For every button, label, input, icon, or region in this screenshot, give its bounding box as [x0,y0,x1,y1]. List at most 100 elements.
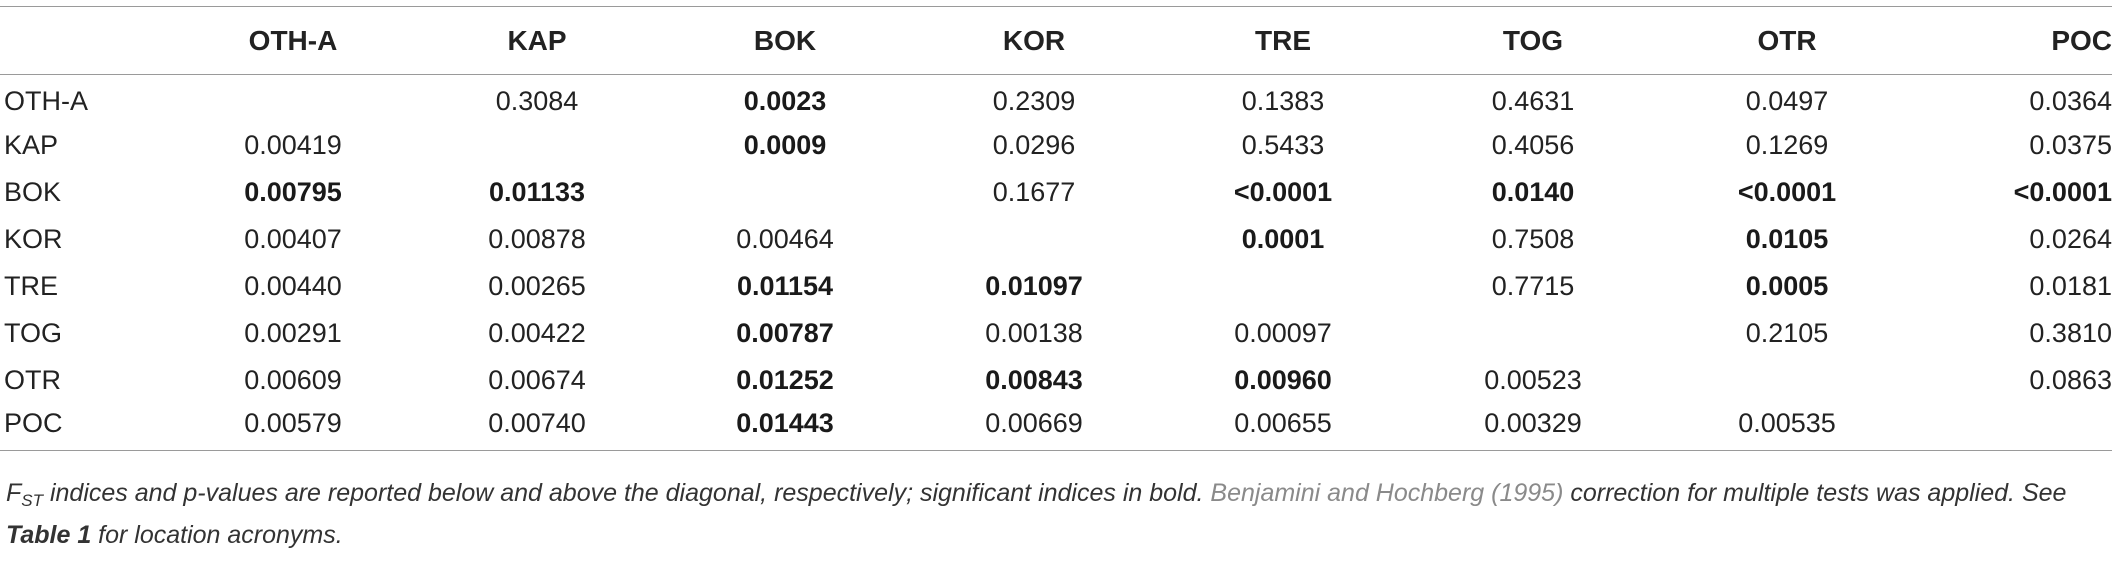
value-cell: 0.3810 [2029,317,2112,348]
value-cell: 0.0140 [1491,176,1575,207]
value-cell: 0.00138 [985,317,1083,348]
row-label: KOR [4,223,63,254]
row-label: OTH-A [4,85,88,116]
value-cell: 0.7715 [1491,270,1575,301]
value-cell: 0.00655 [1158,403,1408,451]
diagonal-cell [172,75,414,122]
value-cell: 0.0023 [743,85,827,116]
table-row: POC 0.00579 0.00740 0.01443 0.00669 0.00655 0.… [0,403,2112,451]
value-cell: 0.0001 [1241,223,1325,254]
table-row: KAP 0.00419 0.0009 0.0296 0.5433 0.4056 0.1269… [0,122,2112,169]
diagonal-cell [1916,403,2112,451]
value-cell: 0.7508 [1491,223,1575,254]
value-cell: 0.00097 [1234,317,1332,348]
diagonal-cell [910,216,1158,263]
table-row: OTR 0.00609 0.00674 0.01252 0.00843 0.00960 0.… [0,357,2112,404]
diagonal-cell [1658,357,1916,404]
table-row: BOK 0.00795 0.01133 0.1677 <0.0001 0.0140 <0.0… [0,169,2112,216]
column-header: KOR [910,6,1158,75]
diagonal-cell [660,169,910,216]
value-cell: 0.0863 [2029,364,2112,395]
value-cell: 0.5433 [1241,129,1325,160]
row-label: KAP [4,129,59,160]
value-cell: 0.00422 [488,317,586,348]
value-cell: 0.1269 [1745,129,1829,160]
column-header: POC [1916,6,2112,75]
value-cell: 0.01133 [488,176,586,207]
footnote-text-2: correction for multiple tests was applie… [1563,479,2067,507]
corner-cell [0,6,172,75]
row-label: TRE [4,270,58,301]
value-cell: 0.00609 [244,364,342,395]
column-header: KAP [414,6,660,75]
value-cell: 0.1383 [1241,85,1325,116]
table-row: TRE 0.00440 0.00265 0.01154 0.01097 0.7715 0.0… [0,263,2112,310]
value-cell: 0.1677 [992,176,1076,207]
value-cell: <0.0001 [1233,176,1333,207]
citation-link[interactable]: Benjamini and Hochberg (1995) [1210,479,1564,507]
value-cell: 0.01443 [660,403,910,451]
value-cell: 0.00407 [244,223,342,254]
table-footnote: FST indices and p-values are reported be… [6,476,2112,552]
fst-symbol: FST [6,479,43,510]
value-cell: 0.0264 [2029,223,2112,254]
value-cell: 0.00669 [910,403,1158,451]
table-header: OTH-A KAP BOK KOR TRE TOG OTR POC [0,6,2112,75]
value-cell: 0.00843 [985,364,1083,395]
value-cell: 0.0364 [2029,85,2112,116]
value-cell: 0.2105 [1745,317,1829,348]
value-cell: 0.00291 [244,317,342,348]
value-cell: 0.2309 [992,85,1076,116]
value-cell: 0.4056 [1491,129,1575,160]
column-header: TRE [1158,6,1408,75]
value-cell: <0.0001 [1737,176,1837,207]
table-row: OTH-A 0.3084 0.0023 0.2309 0.1383 0.4631 0.049… [0,75,2112,122]
diagonal-cell [1408,310,1658,357]
column-header: BOK [660,6,910,75]
diagonal-cell [414,122,660,169]
value-cell: 0.00523 [1484,364,1582,395]
header-row: OTH-A KAP BOK KOR TRE TOG OTR POC [0,6,2112,75]
table-row: TOG 0.00291 0.00422 0.00787 0.00138 0.00097 0.… [0,310,2112,357]
value-cell: 0.01252 [736,364,834,395]
row-label: OTR [4,364,61,395]
value-cell: 0.0105 [1745,223,1829,254]
value-cell: 0.0005 [1745,270,1829,301]
value-cell: 0.00795 [244,176,342,207]
value-cell: 0.00960 [1234,364,1332,395]
value-cell: 0.00464 [736,223,834,254]
value-cell: 0.00674 [488,364,586,395]
fst-symbol-main: F [6,479,22,507]
value-cell: 0.0009 [743,129,827,160]
value-cell: 0.00265 [488,270,586,301]
column-header: OTH-A [172,6,414,75]
column-header: TOG [1408,6,1658,75]
value-cell: 0.0181 [2029,270,2112,301]
value-cell: 0.00878 [488,223,586,254]
row-label: POC [0,403,172,451]
row-label: TOG [4,317,63,348]
value-cell: 0.00579 [172,403,414,451]
value-cell: 0.00329 [1408,403,1658,451]
value-cell: 0.00787 [736,317,834,348]
column-header: OTR [1658,6,1916,75]
value-cell: 0.4631 [1491,85,1575,116]
value-cell: 0.00740 [414,403,660,451]
value-cell: 0.3084 [495,85,579,116]
row-label: BOK [4,176,62,207]
value-cell: 0.01097 [985,270,1083,301]
table-reference-link[interactable]: Table 1 [6,521,92,549]
value-cell: 0.0497 [1745,85,1829,116]
value-cell: 0.0375 [2029,129,2112,160]
footnote-text-3: for location acronyms. [91,521,343,549]
value-cell: 0.0296 [992,129,1076,160]
table-row: KOR 0.00407 0.00878 0.00464 0.0001 0.7508 0.01… [0,216,2112,263]
value-cell: <0.0001 [2013,176,2112,207]
value-cell: 0.00419 [244,129,342,160]
diagonal-cell [1158,263,1408,310]
value-cell: 0.00535 [1658,403,1916,451]
table-body: OTH-A 0.3084 0.0023 0.2309 0.1383 0.4631 0.049… [0,75,2112,451]
value-cell: 0.00440 [244,270,342,301]
value-cell: 0.01154 [736,270,834,301]
